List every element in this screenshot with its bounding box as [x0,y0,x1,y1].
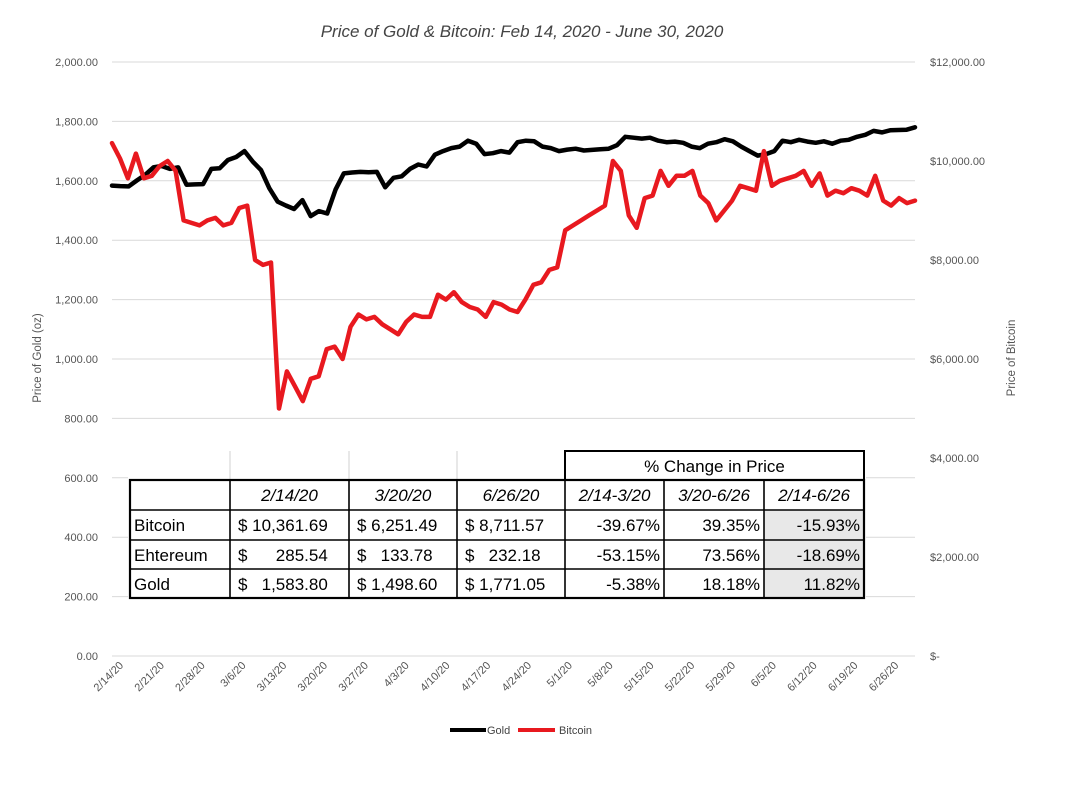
y-tick-label: 800.00 [64,413,98,425]
y2-tick-label: $2,000.00 [930,552,979,564]
table-column-header: 2/14-3/20 [578,486,651,505]
table-row-label: Bitcoin [134,516,185,535]
table-column-header: 3/20-6/26 [678,486,750,505]
table-cell-change: 73.56% [702,546,760,565]
y-tick-label: 600.00 [64,473,98,485]
right-axis-ticks: $- $2,000.00 $4,000.00 $6,000.00 $8,000.00 $1… [930,57,985,663]
x-tick-label: 6/26/20 [867,660,901,694]
left-axis-ticks: 0.00 200.00 400.00 600.00 800.00 1,000.00 1,20… [55,57,98,663]
x-tick-label: 6/19/20 [826,660,860,694]
y-tick-label: 1,200.00 [55,295,98,307]
legend-label-gold: Gold [487,725,510,737]
x-tick-label: 4/17/20 [459,660,493,694]
y-tick-label: 200.00 [64,592,98,604]
series-line-gold [109,125,918,219]
highlight-column [764,510,864,598]
x-tick-label: 2/14/20 [92,660,126,694]
x-tick-label: 3/13/20 [255,660,289,694]
x-tick-label: 2/21/20 [132,660,166,694]
y2-tick-label: $12,000.00 [930,57,985,69]
x-tick-label: 5/22/20 [663,660,697,694]
table-cell-change: 39.35% [702,516,760,535]
x-tick-label: 4/3/20 [382,660,412,690]
table-column-header: 2/14-6/26 [777,486,850,505]
y-tick-label: 1,400.00 [55,235,98,247]
y-axis-label: Price of Gold (oz) [32,313,44,403]
x-tick-label: 5/15/20 [622,660,656,694]
table-cell-price: $ 6,251.49 [357,516,437,535]
x-tick-label: 3/27/20 [336,660,370,694]
x-tick-label: 6/12/20 [785,660,819,694]
y2-tick-label: $6,000.00 [930,354,979,366]
table-cell-price: $ 133.78 [357,546,433,565]
x-tick-label: 5/29/20 [704,660,738,694]
legend-label-bitcoin: Bitcoin [559,725,592,737]
table-cell-change: -53.15% [597,546,660,565]
table-cell-change: -18.69% [797,546,860,565]
y2-axis-label: Price of Bitcoin [1006,320,1018,397]
x-tick-label: 5/1/20 [545,660,575,690]
table-cell-change: -39.67% [597,516,660,535]
y-tick-label: 400.00 [64,532,98,544]
y-tick-label: 1,800.00 [55,116,98,128]
x-tick-label: 2/28/20 [173,660,207,694]
chart-title: Price of Gold & Bitcoin: Feb 14, 2020 - … [321,22,724,41]
table-border [128,478,866,600]
table-cell-price: $ 1,498.60 [357,575,437,594]
table-column-header: 6/26/20 [483,486,540,505]
table-cell-change: -15.93% [797,516,860,535]
price-change-table: % Change in Price 2/14/20 3/20/20 6/26/20 2/… [128,449,866,600]
y2-tick-label: $10,000.00 [930,156,985,168]
series-line-bitcoin [109,140,918,411]
table-row-label: Ehtereum [134,546,208,565]
group-header-label: % Change in Price [644,457,785,476]
table-cell-price: $ 285.54 [238,546,328,565]
y-tick-label: 2,000.00 [55,57,98,69]
table-cell-price: $ 8,711.57 [465,516,544,535]
table-cell-price: $ 1,771.05 [465,575,545,594]
y2-tick-label: $- [930,651,940,663]
table-column-header: 2/14/20 [260,486,318,505]
table-cell-change: 18.18% [702,575,760,594]
table-cell-price: $ 1,583.80 [238,575,328,594]
x-tick-label: 6/5/20 [749,660,779,690]
x-tick-label: 3/20/20 [296,660,330,694]
table-column-header: 3/20/20 [375,486,432,505]
series-lines [109,125,918,411]
x-tick-label: 4/24/20 [500,660,534,694]
legend: Gold Bitcoin [450,725,592,737]
y-tick-label: 1,000.00 [55,354,98,366]
table-cell-price: $ 232.18 [465,546,541,565]
x-tick-label: 3/6/20 [218,660,248,690]
x-axis-ticks: 2/14/20 2/21/20 2/28/20 3/6/20 3/13/20 3/20/2… [92,660,902,694]
y2-tick-label: $8,000.00 [930,255,979,267]
table-background [128,449,866,600]
x-tick-label: 4/10/20 [418,660,452,694]
table-cell-change: 11.82% [804,575,860,594]
table-cell-change: -5.38% [606,575,660,594]
table-row-label: Gold [134,575,170,594]
y-tick-label: 0.00 [77,651,98,663]
y-tick-label: 1,600.00 [55,176,98,188]
table-cell-price: $ 10,361.69 [238,516,328,535]
x-tick-label: 5/8/20 [586,660,616,690]
y2-tick-label: $4,000.00 [930,453,979,465]
